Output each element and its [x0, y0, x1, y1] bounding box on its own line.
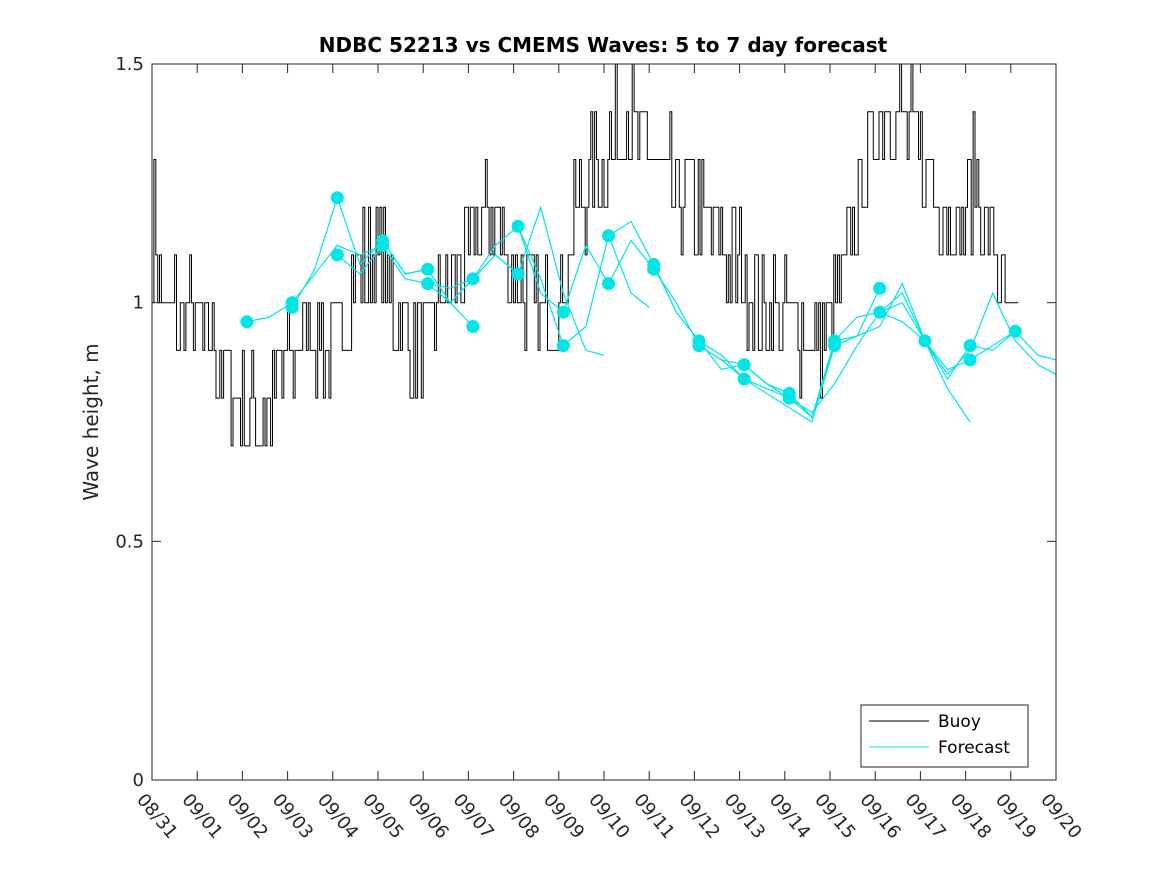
- forecast-marker: [466, 272, 480, 286]
- x-tick-label: 09/05: [358, 790, 407, 843]
- x-tick-label: 09/13: [720, 790, 769, 843]
- x-tick-label: 09/10: [584, 790, 633, 843]
- forecast-line: [788, 282, 971, 423]
- y-axis-label: Wave height, m: [79, 343, 103, 500]
- forecast-marker: [828, 339, 841, 353]
- forecast-marker: [647, 262, 661, 276]
- forecast-marker: [511, 267, 525, 281]
- x-tick-label: 09/11: [629, 790, 678, 843]
- x-tick-label: 09/02: [223, 790, 272, 843]
- y-tick-label: 0: [133, 770, 144, 791]
- x-tick-label: 09/16: [855, 790, 904, 843]
- legend-label-buoy: Buoy: [938, 712, 981, 732]
- x-tick-label: 09/06: [403, 790, 452, 843]
- x-tick-label: 09/18: [946, 790, 995, 843]
- forecast-marker: [963, 339, 977, 353]
- x-tick-label: 09/15: [810, 790, 859, 843]
- x-tick-label: 09/01: [177, 790, 226, 843]
- forecast-marker: [602, 229, 615, 243]
- forecast-marker: [240, 315, 254, 329]
- x-tick-label: 09/14: [765, 790, 814, 843]
- forecast-line: [246, 244, 383, 323]
- forecast-marker: [556, 339, 570, 353]
- forecast-marker: [782, 391, 796, 405]
- forecast-line: [743, 292, 926, 414]
- forecast-line: [517, 226, 650, 347]
- forecast-marker: [873, 305, 887, 319]
- y-axis: 0 0.5 1 1.5: [115, 54, 1056, 791]
- forecast-marker: [511, 219, 525, 233]
- forecast-marker: [466, 320, 480, 333]
- legend: Buoy Forecast: [860, 704, 1029, 768]
- y-tick-label: 1: [133, 293, 144, 314]
- x-tick-label: 09/08: [494, 790, 543, 843]
- x-tick-label: 08/31: [132, 790, 181, 843]
- forecast-marker: [330, 191, 344, 205]
- x-tick-label: 09/12: [675, 790, 724, 843]
- buoy-line: [152, 63, 1019, 447]
- forecast-marker: [285, 296, 299, 310]
- forecast-marker: [421, 262, 435, 276]
- forecast-marker: [737, 358, 751, 372]
- y-tick-label: 0.5: [115, 531, 144, 552]
- forecast-marker: [330, 248, 344, 262]
- x-tick-label: 09/17: [901, 790, 950, 843]
- y-tick-label: 1.5: [115, 54, 144, 75]
- forecast-line: [924, 291, 1057, 376]
- forecast-marker: [602, 277, 615, 291]
- x-tick-label: 09/07: [449, 790, 498, 843]
- legend-box: [860, 704, 1029, 768]
- forecast-marker: [963, 353, 977, 367]
- x-tick-label: 09/09: [539, 790, 588, 843]
- forecast-marker: [873, 281, 887, 295]
- buoy-series: [152, 63, 1019, 447]
- forecast-marker: [918, 334, 932, 348]
- forecast-marker: [692, 339, 706, 353]
- forecast-markers: [240, 191, 1022, 405]
- x-tick-label: 09/03: [268, 790, 317, 843]
- forecast-marker: [1008, 324, 1022, 338]
- legend-label-forecast: Forecast: [938, 738, 1010, 758]
- x-tick-label: 09/04: [313, 790, 362, 843]
- forecast-marker: [556, 305, 570, 319]
- x-tick-label: 09/19: [991, 790, 1040, 843]
- x-tick-label: 09/20: [1036, 790, 1085, 843]
- chart-title: NDBC 52213 vs CMEMS Waves: 5 to 7 day fo…: [319, 33, 888, 57]
- forecast-marker: [376, 238, 389, 252]
- forecast-marker: [421, 277, 435, 291]
- forecast-marker: [737, 372, 751, 386]
